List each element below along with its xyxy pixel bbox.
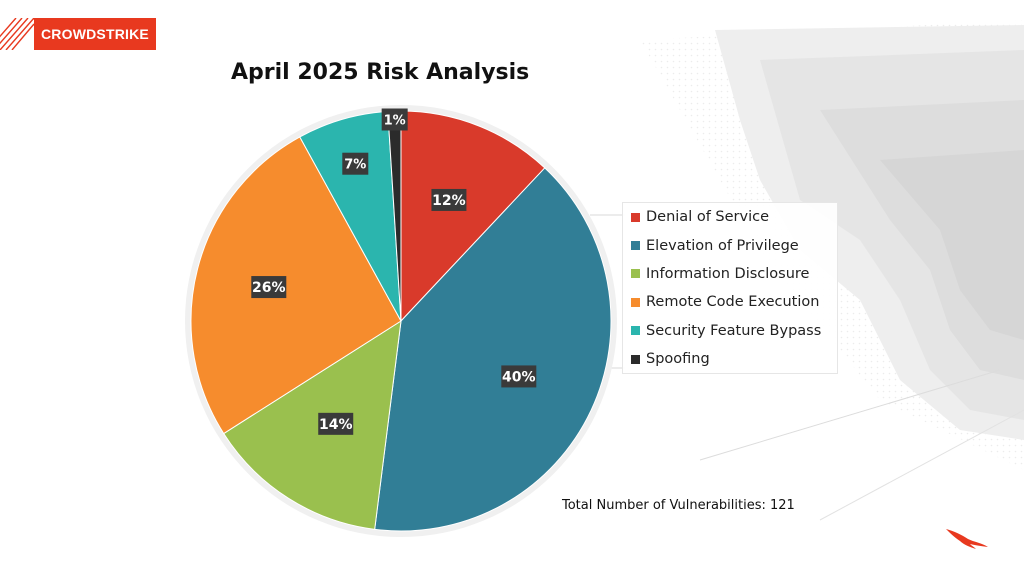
slice-label-text: 26% bbox=[252, 280, 286, 296]
legend-label: Spoofing bbox=[646, 351, 710, 368]
legend-label: Elevation of Privilege bbox=[646, 237, 799, 254]
legend-swatch bbox=[631, 326, 640, 336]
legend-item: Denial of Service bbox=[623, 203, 837, 231]
brand-name: CROWDSTRIKE bbox=[34, 18, 156, 50]
legend-swatch bbox=[631, 297, 640, 307]
slice-label-box bbox=[342, 152, 369, 175]
legend-label: Information Disclosure bbox=[646, 265, 810, 282]
chart-legend: Denial of Service Elevation of Privilege I… bbox=[622, 202, 838, 374]
legend-label: Security Feature Bypass bbox=[646, 322, 822, 339]
pie-slice-remote-code-execution bbox=[190, 136, 402, 435]
slice-label-box bbox=[251, 276, 287, 299]
legend-item: Security Feature Bypass bbox=[623, 317, 837, 345]
legend-swatch bbox=[631, 212, 640, 222]
pie-slice-information-disclosure bbox=[223, 320, 402, 530]
slice-label: 12% bbox=[431, 188, 467, 211]
slice-label-box bbox=[318, 412, 354, 435]
pie-slice-elevation-of-privilege bbox=[374, 167, 612, 532]
legend-swatch bbox=[631, 241, 640, 251]
slice-label-text: 12% bbox=[432, 193, 466, 209]
crowdstrike-falcon-icon bbox=[946, 529, 988, 549]
legend-swatch bbox=[631, 269, 640, 279]
brand-stripes-icon bbox=[0, 18, 34, 50]
slice-label-box bbox=[501, 365, 537, 388]
legend-item: Remote Code Execution bbox=[623, 288, 837, 316]
slice-label-text: 1% bbox=[384, 113, 406, 128]
slice-label-box bbox=[431, 188, 467, 211]
total-vulnerabilities: Total Number of Vulnerabilities: 121 bbox=[562, 498, 795, 513]
legend-label: Remote Code Execution bbox=[646, 294, 820, 311]
brand-logo: CROWDSTRIKE bbox=[0, 18, 156, 50]
chart-title: April 2025 Risk Analysis bbox=[231, 60, 530, 85]
legend-label: Denial of Service bbox=[646, 209, 770, 226]
slice-label: 40% bbox=[501, 365, 537, 388]
legend-item: Elevation of Privilege bbox=[623, 231, 837, 259]
slice-label-text: 7% bbox=[344, 158, 366, 173]
slice-label-text: 14% bbox=[319, 417, 353, 433]
legend-item: Spoofing bbox=[623, 345, 837, 373]
pie-slice-denial-of-service bbox=[400, 110, 546, 323]
slice-label: 14% bbox=[318, 412, 354, 435]
slice-label-text: 40% bbox=[502, 369, 536, 385]
legend-swatch bbox=[631, 354, 640, 364]
legend-item: Information Disclosure bbox=[623, 260, 837, 288]
slice-label: 7% bbox=[342, 152, 369, 175]
slice-label-box bbox=[381, 108, 408, 131]
slice-label: 26% bbox=[251, 276, 287, 299]
slice-label: 1% bbox=[381, 108, 408, 131]
